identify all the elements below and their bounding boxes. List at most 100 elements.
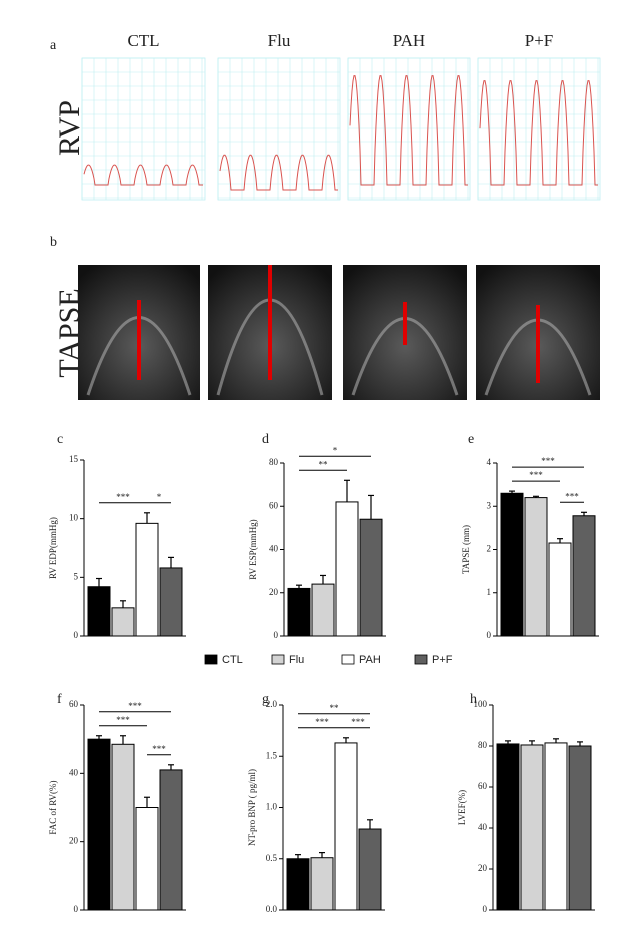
bar xyxy=(159,567,183,637)
legend-swatch xyxy=(414,654,428,665)
significance-label: ** xyxy=(330,703,340,713)
significance-label: *** xyxy=(315,717,329,727)
bar xyxy=(496,743,520,911)
y-tick-label: 100 xyxy=(474,699,488,709)
group-label: CTL xyxy=(127,31,159,50)
significance-label: *** xyxy=(529,470,543,480)
significance-label: *** xyxy=(128,701,142,711)
y-tick-label: 40 xyxy=(269,544,279,554)
legend-swatch xyxy=(341,654,355,665)
y-tick-label: 0 xyxy=(483,904,488,914)
y-tick-label: 20 xyxy=(478,863,488,873)
y-tick-label: 80 xyxy=(478,740,488,750)
group-label: Flu xyxy=(268,31,291,50)
panel-label: c xyxy=(57,432,63,447)
panel-label: d xyxy=(262,432,269,447)
y-tick-label: 3 xyxy=(487,500,492,510)
y-tick-label: 0 xyxy=(74,904,79,914)
group-label: PAH xyxy=(393,31,425,50)
y-tick-label: 0 xyxy=(274,630,279,640)
significance-label: *** xyxy=(565,491,579,501)
bar xyxy=(286,858,310,911)
bar xyxy=(87,586,111,637)
pressure-trace xyxy=(83,164,203,186)
bar xyxy=(311,583,335,637)
bar xyxy=(135,807,159,911)
legend-label: P+F xyxy=(432,654,453,666)
y-tick-label: 0 xyxy=(74,630,79,640)
legend-label: PAH xyxy=(359,654,381,666)
y-tick-label: 0.0 xyxy=(266,904,278,914)
significance-label: *** xyxy=(116,715,130,725)
bar xyxy=(524,497,548,637)
significance-label: *** xyxy=(541,456,555,466)
row-label: RVP xyxy=(53,100,86,156)
bar xyxy=(334,742,358,911)
pressure-trace xyxy=(479,80,598,186)
bar xyxy=(87,738,111,911)
trace-panel xyxy=(81,57,206,201)
bar xyxy=(358,828,382,911)
bar xyxy=(159,769,183,911)
y-tick-label: 2 xyxy=(487,544,492,554)
y-tick-label: 60 xyxy=(269,500,279,510)
significance-label: *** xyxy=(116,492,130,502)
y-axis-label: FAC of RV(%) xyxy=(48,780,58,834)
bar xyxy=(310,857,334,911)
y-tick-label: 15 xyxy=(69,454,79,464)
legend-swatch xyxy=(204,654,218,665)
bar xyxy=(568,745,592,911)
y-tick-label: 1.0 xyxy=(266,802,278,812)
bar xyxy=(572,515,596,637)
pressure-trace xyxy=(219,154,338,191)
bar xyxy=(548,542,572,637)
y-tick-label: 4 xyxy=(487,457,492,467)
panel-label: g xyxy=(262,692,269,707)
panel-label: h xyxy=(470,692,477,707)
bar xyxy=(500,492,524,637)
bar xyxy=(111,743,135,911)
legend-label: Flu xyxy=(289,654,304,666)
bar xyxy=(520,744,544,911)
trace-panel xyxy=(217,57,341,201)
significance-label: *** xyxy=(351,717,365,727)
y-tick-label: 60 xyxy=(478,781,488,791)
y-tick-label: 1 xyxy=(487,587,492,597)
bar xyxy=(544,742,568,911)
panel-label: e xyxy=(468,432,474,447)
y-axis-label: LVEF(%) xyxy=(457,790,467,825)
y-tick-label: 60 xyxy=(69,699,79,709)
y-tick-label: 20 xyxy=(69,836,79,846)
bar xyxy=(335,501,359,637)
trace-panel xyxy=(477,57,601,201)
panel-label: b xyxy=(50,235,57,250)
y-tick-label: 5 xyxy=(74,571,79,581)
pressure-trace xyxy=(349,75,468,186)
y-tick-label: 1.5 xyxy=(266,750,278,760)
panel-label: f xyxy=(57,692,62,707)
y-axis-label: RV EDP(mmHg) xyxy=(48,517,58,579)
group-label: P+F xyxy=(525,31,554,50)
y-axis-label: NT-pro BNP ( pg/ml) xyxy=(247,769,257,846)
panel-label: a xyxy=(50,38,57,53)
bar xyxy=(287,587,311,637)
y-tick-label: 0 xyxy=(487,630,492,640)
y-tick-label: 40 xyxy=(69,767,79,777)
y-axis-label: RV ESP(mmHg) xyxy=(248,519,258,579)
y-tick-label: 40 xyxy=(478,822,488,832)
y-axis-label: TAPSE (mm) xyxy=(461,525,471,574)
y-tick-label: 80 xyxy=(269,457,279,467)
y-tick-label: 10 xyxy=(69,513,79,523)
bar xyxy=(359,518,383,637)
bar xyxy=(135,522,159,637)
legend-label: CTL xyxy=(222,654,243,666)
significance-label: *** xyxy=(152,744,166,754)
y-tick-label: 0.5 xyxy=(266,853,278,863)
y-tick-label: 2.0 xyxy=(266,699,278,709)
y-tick-label: 20 xyxy=(269,587,279,597)
bar xyxy=(111,607,135,637)
legend-swatch xyxy=(271,654,285,665)
trace-panel xyxy=(347,57,471,201)
significance-label: * xyxy=(333,445,338,455)
